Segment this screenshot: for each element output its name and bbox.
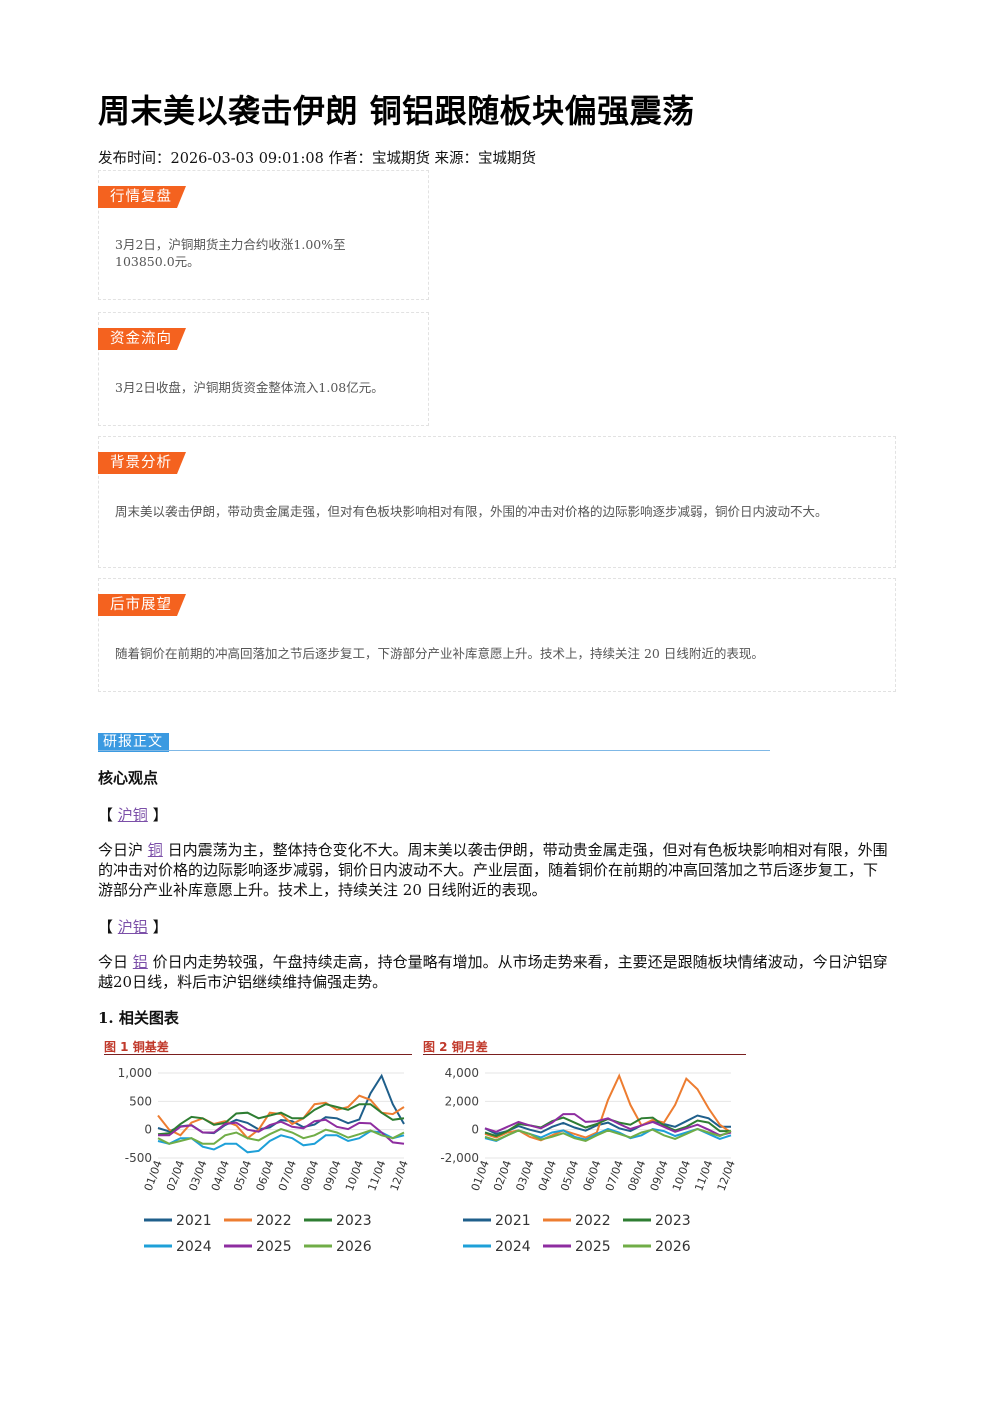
chart-title-rule: [104, 1054, 412, 1055]
chart-title: 图 2 铜月差: [423, 1040, 488, 1054]
copper-heading: 【 沪铜 】: [98, 804, 168, 825]
series-line-2022: [484, 1073, 732, 1142]
series-line-2022: [157, 1094, 405, 1140]
x-tick-label: 11/04: [365, 1159, 388, 1193]
bracket-close: 】: [152, 918, 168, 936]
x-tick-label: 06/04: [581, 1159, 604, 1193]
x-tick-label: 02/04: [164, 1159, 187, 1193]
report-section-label: 研报正文: [98, 733, 169, 752]
copper-link[interactable]: 沪铜: [117, 806, 148, 824]
legend-label: 2023: [336, 1213, 372, 1229]
aluminum-para-rest: 价日内走势较强，午盘持续走高，持仓量略有增加。从市场走势来看，主要还是跟随板块情…: [98, 953, 888, 991]
review-text: 3月2日，沪铜期货主力合约收涨1.00%至103850.0元。: [115, 237, 346, 269]
copper-inline-link[interactable]: 铜: [147, 841, 163, 859]
x-tick-label: 04/04: [536, 1159, 559, 1193]
x-tick-label: 06/04: [254, 1159, 277, 1193]
background-tag: 背景分析: [98, 452, 186, 474]
legend-label: 2026: [336, 1239, 372, 1255]
x-tick-label: 07/04: [276, 1159, 299, 1193]
report-section-divider: [98, 750, 770, 751]
aluminum-para-prefix: 今日: [98, 953, 129, 971]
y-tick-label: -2,000: [440, 1151, 479, 1165]
x-tick-label: 05/04: [558, 1159, 581, 1193]
funds-text: 3月2日收盘，沪铜期货资金整体流入1.08亿元。: [115, 380, 384, 395]
series-line-2026: [484, 1127, 732, 1143]
x-tick-label: 10/04: [343, 1159, 366, 1193]
copper-para-rest: 日内震荡为主，整体持仓变化不大。周末美以袭击伊朗，带动贵金属走强，但对有色板块影…: [98, 841, 888, 899]
x-tick-label: 08/04: [298, 1159, 321, 1193]
y-tick-label: 2,000: [445, 1094, 479, 1108]
x-tick-label: 04/04: [209, 1159, 232, 1193]
x-tick-label: 12/04: [388, 1159, 411, 1193]
x-tick-label: 10/04: [670, 1159, 693, 1193]
bracket-open: 【: [98, 806, 114, 824]
series-line-2021: [484, 1114, 731, 1135]
series-line-2024: [157, 1130, 405, 1154]
legend-label: 2024: [176, 1239, 212, 1255]
x-tick-label: 12/04: [715, 1159, 738, 1193]
series-line-2026: [157, 1128, 405, 1145]
aluminum-inline-link[interactable]: 铝: [132, 953, 148, 971]
legend-label: 2023: [655, 1213, 691, 1229]
legend-label: 2021: [495, 1213, 531, 1229]
review-box: 行情复盘 3月2日，沪铜期货主力合约收涨1.00%至103850.0元。: [98, 170, 429, 300]
x-tick-label: 09/04: [321, 1159, 344, 1193]
y-tick-label: 0: [471, 1123, 479, 1137]
aluminum-link[interactable]: 沪铝: [117, 918, 148, 936]
bracket-close: 】: [152, 806, 168, 824]
y-tick-label: 4,000: [445, 1066, 479, 1080]
article-title: 周末美以袭击伊朗 铜铝跟随板块偏强震荡: [98, 92, 695, 130]
article-meta: 发布时间：2026-03-03 09:01:08 作者：宝城期货 来源：宝城期货: [98, 151, 537, 167]
legend-label: 2021: [176, 1213, 212, 1229]
charts-heading: 1. 相关图表: [98, 1009, 179, 1027]
bracket-open: 【: [98, 918, 114, 936]
series-line-2025: [484, 1113, 732, 1137]
core-heading: 核心观点: [98, 769, 159, 787]
outlook-text: 随着铜价在前期的冲高回落加之节后逐步复工，下游部分产业补库意愿上升。技术上，持续…: [115, 646, 764, 661]
funds-box: 资金流向 3月2日收盘，沪铜期货资金整体流入1.08亿元。: [98, 312, 429, 426]
background-text: 周末美以袭击伊朗，带动贵金属走强，但对有色板块影响相对有限，外围的冲击对价格的边…: [115, 504, 828, 519]
copper-paragraph: 今日沪 铜 日内震荡为主，整体持仓变化不大。周末美以袭击伊朗，带动贵金属走强，但…: [98, 840, 888, 900]
x-tick-label: 02/04: [491, 1159, 514, 1193]
chart-copper-spread: 图 2 铜月差 4,000 2,000 0 -2,000 01/04 02/04 03/04…: [423, 1038, 746, 1258]
x-tick-label: 07/04: [603, 1159, 626, 1193]
y-tick-label: 0: [144, 1123, 152, 1137]
copper-para-prefix: 今日沪: [98, 841, 144, 859]
legend-label: 2026: [655, 1239, 691, 1255]
x-tick-label: 09/04: [648, 1159, 671, 1193]
funds-tag: 资金流向: [98, 328, 186, 350]
outlook-tag: 后市展望: [98, 594, 186, 616]
legend-label: 2025: [575, 1239, 611, 1255]
series-line-2025: [158, 1118, 405, 1145]
legend-label: 2022: [256, 1213, 292, 1229]
background-box: 背景分析 周末美以袭击伊朗，带动贵金属走强，但对有色板块影响相对有限，外围的冲击…: [98, 436, 896, 568]
y-tick-label: -500: [125, 1151, 152, 1165]
chart-copper-basis: 图 1 铜基差 1,000 500 0 -500 01/04 02/04 03/04 04/0…: [104, 1038, 416, 1258]
legend-label: 2024: [495, 1239, 531, 1255]
series-line-2023: [157, 1103, 405, 1136]
outlook-box: 后市展望 随着铜价在前期的冲高回落加之节后逐步复工，下游部分产业补库意愿上升。技…: [98, 578, 896, 692]
y-tick-label: 1,000: [118, 1066, 152, 1080]
x-tick-label: 03/04: [513, 1159, 536, 1193]
x-tick-label: 11/04: [692, 1159, 715, 1193]
aluminum-paragraph: 今日 铝 价日内走势较强，午盘持续走高，持仓量略有增加。从市场走势来看，主要还是…: [98, 952, 894, 992]
y-tick-label: 500: [129, 1094, 152, 1108]
legend-label: 2022: [575, 1213, 611, 1229]
review-tag: 行情复盘: [98, 186, 186, 208]
chart-title: 图 1 铜基差: [104, 1040, 169, 1054]
legend-label: 2025: [256, 1239, 292, 1255]
chart-title-rule: [423, 1054, 746, 1055]
x-tick-label: 03/04: [186, 1159, 209, 1193]
x-tick-label: 08/04: [625, 1159, 648, 1193]
x-tick-label: 05/04: [231, 1159, 254, 1193]
aluminum-heading: 【 沪铝 】: [98, 916, 168, 937]
